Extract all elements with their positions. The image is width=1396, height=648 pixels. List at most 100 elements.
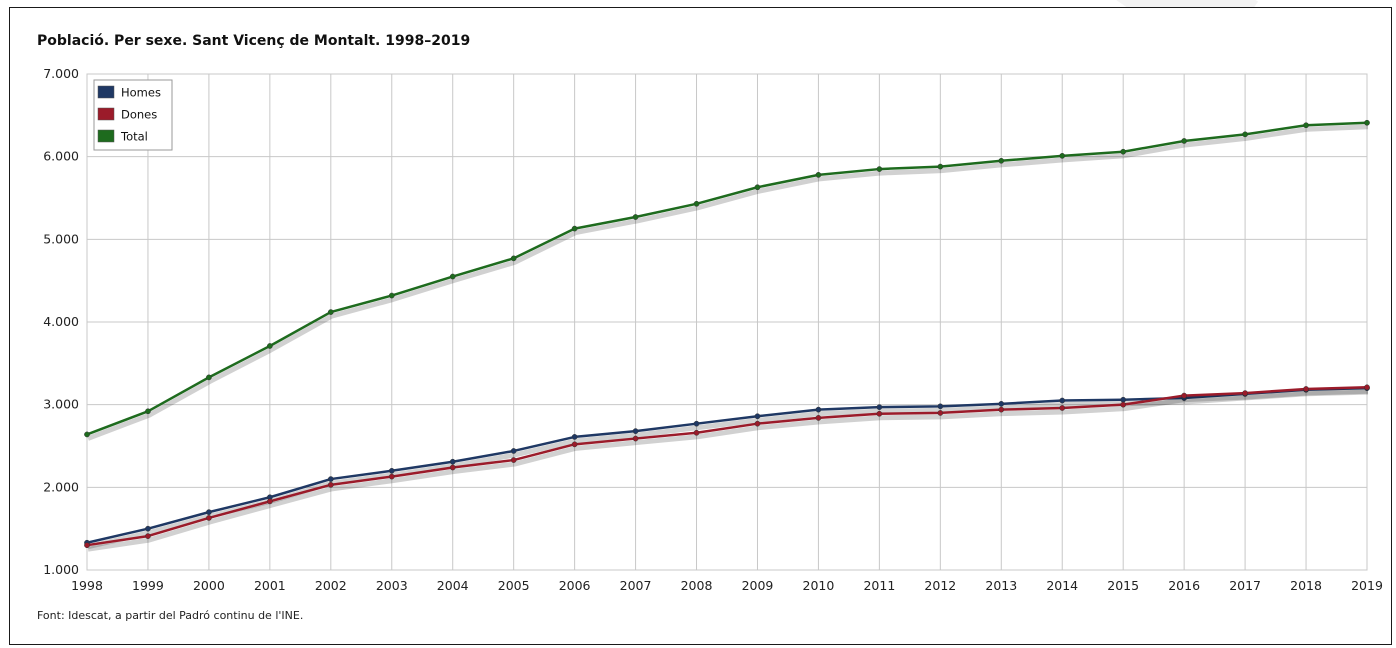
data-point-homes [1120,396,1127,403]
data-point-dones [145,533,151,539]
data-point-total [145,408,151,415]
data-point-homes [876,404,883,410]
data-point-dones [327,482,334,488]
data-point-dones [815,415,822,421]
x-tick-label: 2016 [1168,578,1200,593]
data-point-homes [145,525,151,532]
data-point-dones [1120,401,1127,408]
data-point-homes [1059,397,1066,404]
legend-label-dones: Dones [121,108,157,122]
data-point-dones [1303,386,1309,392]
data-point-total [632,214,639,220]
data-point-total [449,273,456,280]
data-point-homes [571,434,578,440]
legend-swatch-homes [97,85,115,99]
series-shadow-total [87,124,1369,441]
legend-label-homes: Homes [121,86,161,100]
x-tick-label: 1999 [132,578,164,593]
x-tick-label: 2003 [376,578,408,593]
data-point-dones [693,429,700,436]
data-point-dones [1242,390,1248,396]
x-tick-label: 2012 [924,578,956,593]
x-tick-label: 2002 [315,578,347,593]
x-tick-label: 2006 [559,578,591,593]
x-tick-label: 2019 [1351,578,1383,593]
y-tick-label: 6.000 [43,149,79,164]
x-tick-label: 2007 [620,578,652,593]
x-tick-label: 2015 [1107,578,1139,593]
x-tick-label: 2014 [1046,578,1078,593]
x-tick-label: 1998 [71,578,103,593]
x-tick-label: 2011 [863,578,895,593]
x-tick-label: 2013 [985,578,1017,593]
data-point-total [754,184,761,191]
data-point-total [84,431,90,438]
data-point-homes [815,406,822,413]
x-tick-label: 2018 [1290,578,1322,593]
series-line-homes [86,386,1368,544]
data-point-dones [754,420,761,427]
x-tick-label: 2017 [1229,578,1261,593]
data-point-homes [449,458,456,465]
x-tick-label: 2010 [803,578,835,593]
data-point-total [1120,148,1127,155]
data-point-homes [206,509,212,515]
data-point-dones [267,498,273,505]
data-point-total [815,172,822,178]
data-point-homes [754,413,761,420]
data-point-dones [998,406,1005,413]
data-point-total [937,163,944,170]
y-tick-label: 3.000 [43,397,79,412]
data-point-total [327,309,334,315]
data-point-total [876,166,883,172]
data-point-total [510,255,517,262]
data-point-total [267,343,273,349]
data-point-dones [632,435,639,442]
data-point-total [998,157,1005,164]
y-tick-label: 2.000 [43,479,79,494]
data-point-total [1303,122,1309,129]
series-line-dones [86,386,1368,547]
data-point-total [206,374,212,381]
data-point-homes [510,448,517,454]
chart-title: Població. Per sexe. Sant Vicenç de Monta… [37,33,471,49]
data-point-homes [327,476,334,482]
series-line-total [86,121,1368,436]
legend-label-total: Total [120,130,148,144]
data-point-total [1181,138,1187,144]
chart-frame [9,7,1392,645]
data-point-homes [998,400,1005,407]
x-tick-label: 2000 [193,578,225,593]
data-point-dones [937,410,944,416]
legend-swatch-total [97,129,115,143]
data-point-dones [510,457,517,463]
data-point-total [1242,131,1248,138]
data-point-dones [876,410,883,417]
data-point-homes [937,403,944,410]
x-tick-label: 2005 [498,578,530,593]
data-point-homes [388,467,395,474]
data-point-dones [84,542,90,549]
data-point-dones [1059,405,1066,411]
data-point-dones [571,441,578,448]
data-point-homes [693,420,700,427]
y-tick-label: 1.000 [43,562,79,577]
plot-area [86,73,1368,571]
data-point-homes [632,428,639,434]
y-tick-label: 5.000 [43,231,79,246]
data-point-total [571,225,578,232]
data-point-dones [449,464,456,471]
x-tick-label: 2008 [681,578,713,593]
data-point-dones [206,515,212,521]
legend-swatch-dones [97,107,115,121]
y-tick-label: 4.000 [43,314,79,329]
data-point-total [693,200,700,207]
data-point-total [1059,152,1066,159]
series-shadow-dones [87,388,1369,552]
x-tick-label: 2004 [437,578,469,593]
x-tick-label: 2009 [742,578,774,593]
data-point-total [1364,119,1370,126]
data-point-total [388,292,395,299]
series-shadow-homes [87,389,1369,550]
